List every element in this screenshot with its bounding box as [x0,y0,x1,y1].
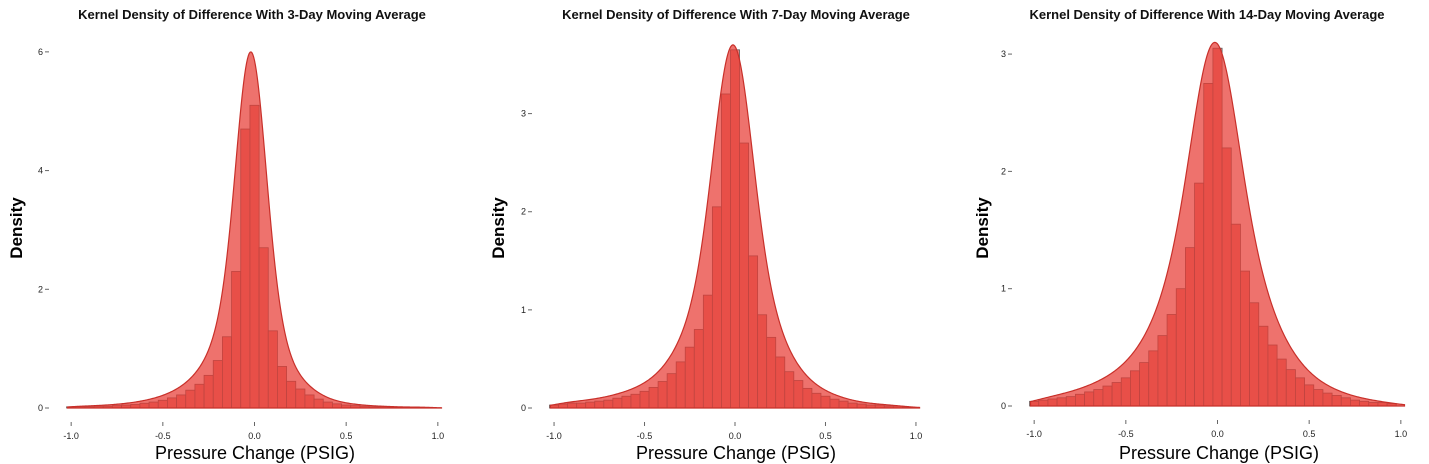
y-tick-label: 1 [521,305,526,315]
y-tick-label: 2 [1001,166,1006,176]
x-tick-label: 0.5 [819,431,832,441]
x-tick-label: -0.5 [155,431,171,441]
x-tick-label: 0.5 [1303,429,1316,439]
plot-area: -1.0 -0.5 0.0 0.5 1.0 0 1 2 3 [1001,41,1408,439]
x-axis-label: Pressure Change (PSIG) [155,443,355,463]
chart-3-day-svg: Kernel Density of Difference With 3-Day … [7,7,444,463]
y-axis-label: Density [973,197,992,259]
x-tick-label: 0.5 [340,431,353,441]
chart-panel-7-day: Kernel Density of Difference With 7-Day … [480,0,955,464]
x-tick-label: 1.0 [910,431,923,441]
x-axis-label: Pressure Change (PSIG) [1119,443,1319,463]
y-tick-label: 0 [38,403,43,413]
y-tick-label: 0 [521,403,526,413]
x-tick-label: -1.0 [1026,429,1042,439]
chart-title: Kernel Density of Difference With 14-Day… [1029,7,1384,22]
x-tick-label: 0.0 [729,431,742,441]
chart-14-day-svg: Kernel Density of Difference With 14-Day… [973,7,1408,463]
y-tick-label: 6 [38,47,43,57]
x-tick-label: 0.0 [248,431,261,441]
x-tick-label: 1.0 [432,431,445,441]
x-tick-label: 1.0 [1395,429,1408,439]
y-tick-label: 0 [1001,401,1006,411]
x-tick-label: -0.5 [637,431,653,441]
chart-title: Kernel Density of Difference With 7-Day … [562,7,910,22]
x-tick-label: 0.0 [1211,429,1224,439]
density-curve [66,51,443,409]
chart-7-day-svg: Kernel Density of Difference With 7-Day … [489,7,923,463]
chart-panel-3-day: Kernel Density of Difference With 3-Day … [0,0,470,464]
y-tick-label: 3 [1001,49,1006,59]
y-tick-label: 2 [38,284,43,294]
y-tick-label: 1 [1001,284,1006,294]
plot-area: -1.0 -0.5 0.0 0.5 1.0 0 2 4 6 [38,47,444,441]
y-axis-label: Density [489,197,508,259]
x-tick-label: -1.0 [63,431,79,441]
x-tick-label: -1.0 [546,431,562,441]
chart-title: Kernel Density of Difference With 3-Day … [78,7,426,22]
density-curve [1029,41,1406,407]
x-tick-label: -0.5 [1118,429,1134,439]
plot-area: -1.0 -0.5 0.0 0.5 1.0 0 1 2 3 [521,44,923,441]
x-axis-label: Pressure Change (PSIG) [636,443,836,463]
y-tick-label: 3 [521,109,526,119]
y-axis-label: Density [7,197,26,259]
chart-panel-14-day: Kernel Density of Difference With 14-Day… [962,0,1429,464]
y-tick-label: 2 [521,207,526,217]
y-tick-label: 4 [38,166,43,176]
density-curve [549,44,921,409]
